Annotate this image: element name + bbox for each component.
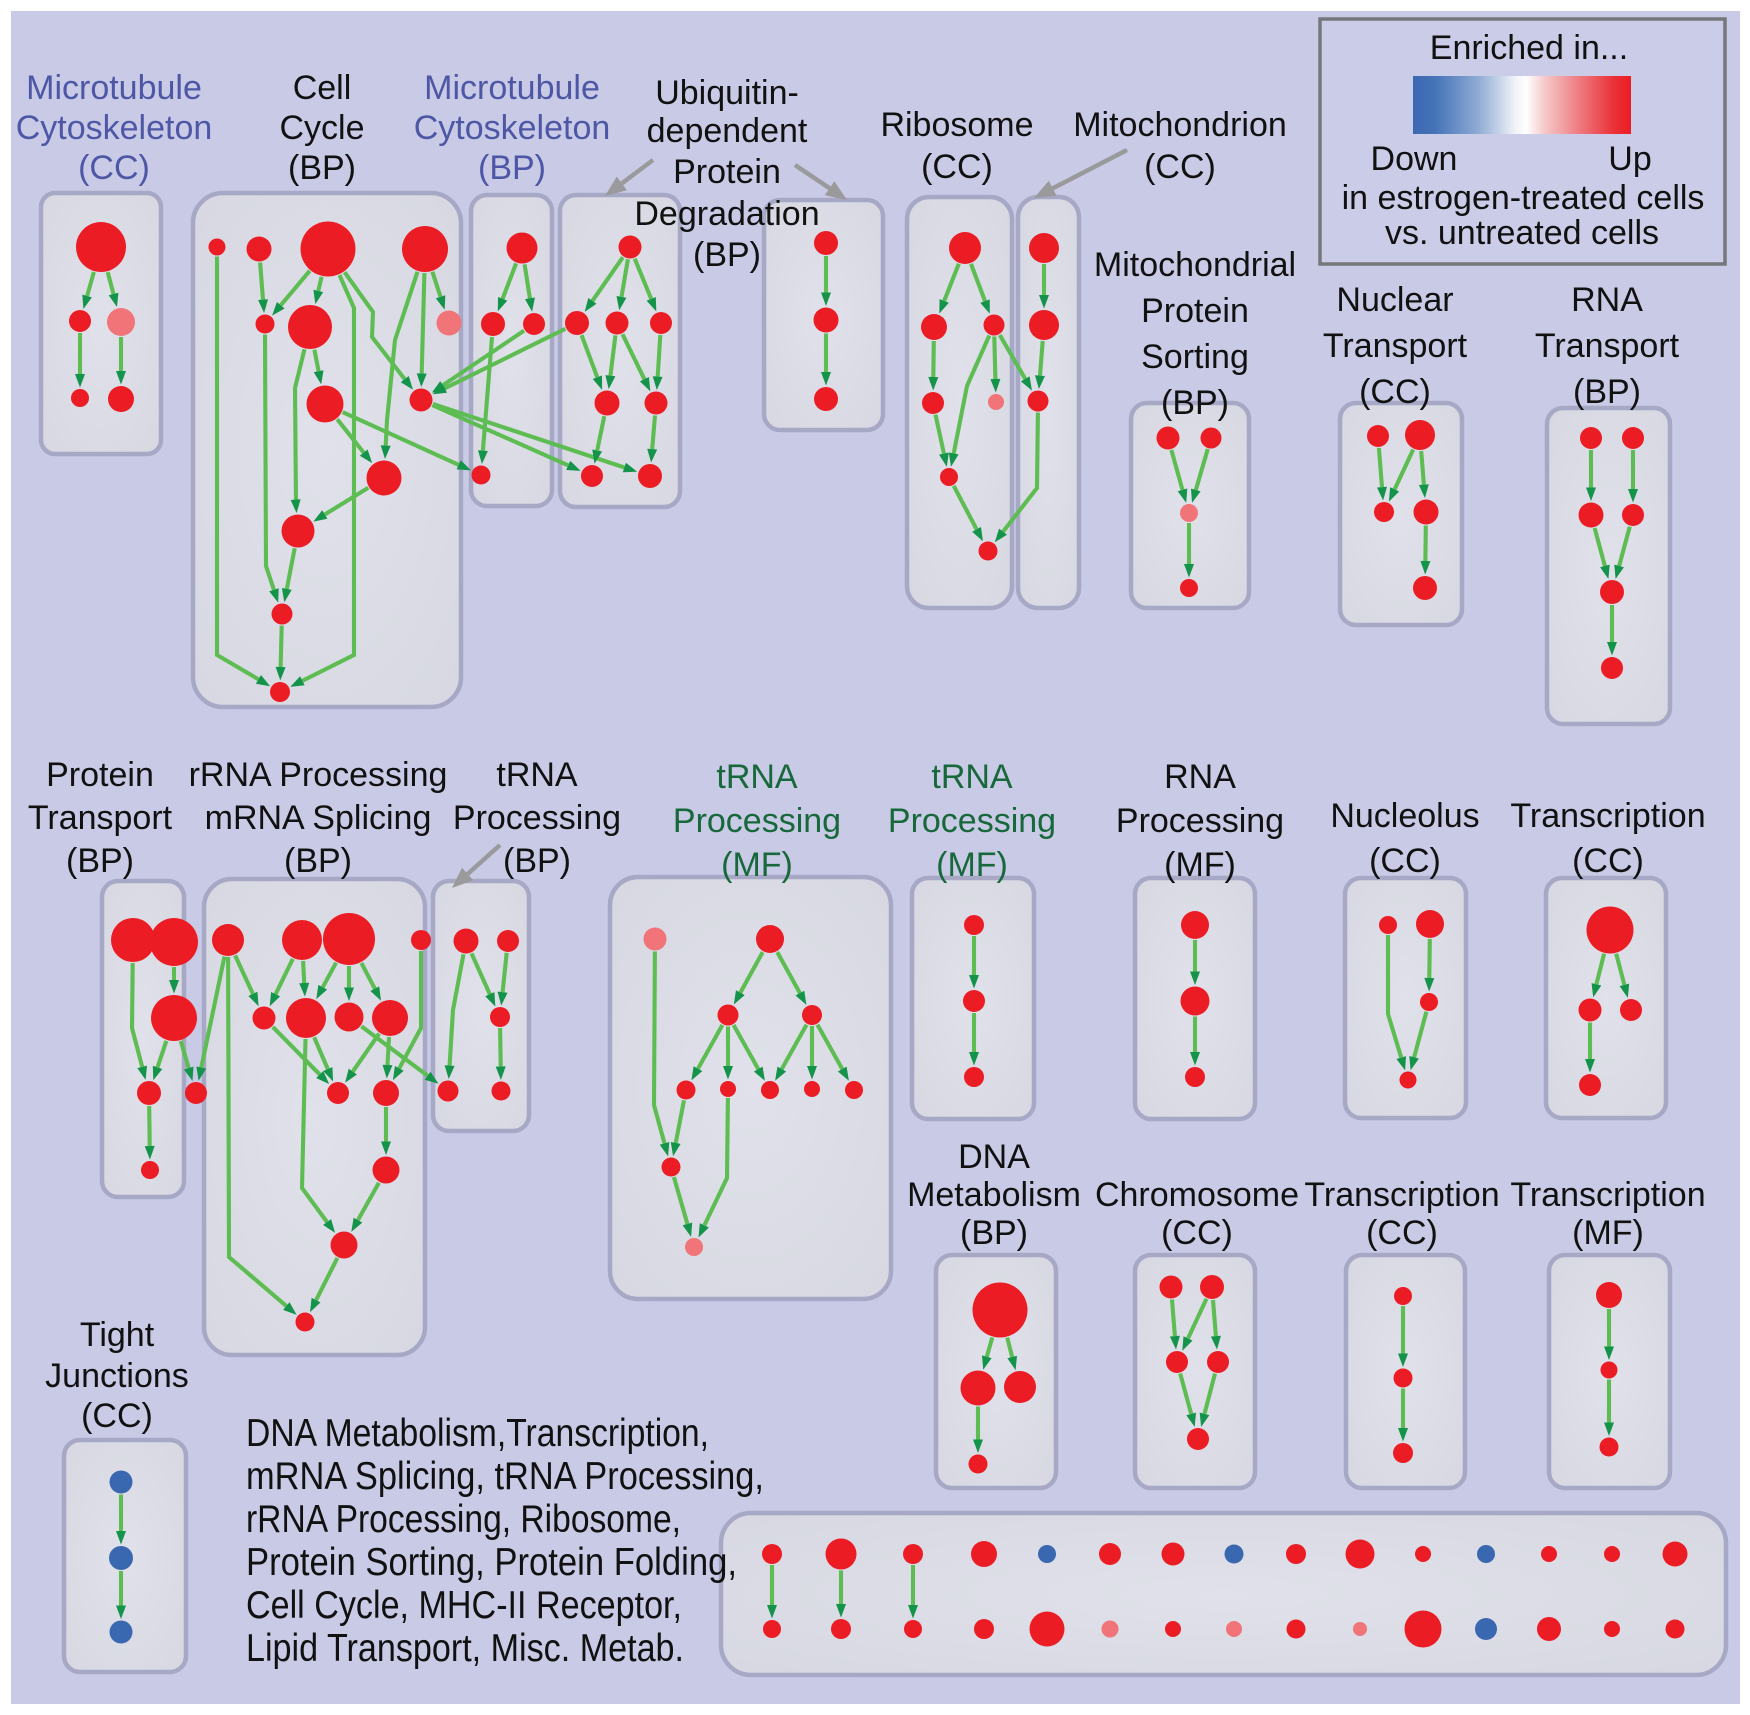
svg-text:(CC): (CC)	[921, 148, 993, 186]
svg-text:(BP): (BP)	[960, 1214, 1028, 1252]
svg-text:Protein: Protein	[673, 153, 781, 191]
svg-text:DNA: DNA	[958, 1138, 1030, 1176]
svg-text:Ubiquitin-: Ubiquitin-	[655, 74, 799, 112]
svg-text:Junctions: Junctions	[45, 1357, 189, 1395]
svg-text:(MF): (MF)	[1572, 1214, 1644, 1252]
svg-text:(BP): (BP)	[66, 842, 134, 880]
svg-text:Processing: Processing	[1116, 802, 1284, 840]
svg-text:(CC): (CC)	[1369, 842, 1441, 880]
svg-text:Protein: Protein	[46, 756, 154, 794]
svg-text:Metabolism: Metabolism	[907, 1176, 1081, 1214]
svg-text:Chromosome: Chromosome	[1095, 1176, 1299, 1214]
svg-text:Degradation: Degradation	[634, 195, 819, 233]
svg-text:tRNA: tRNA	[716, 758, 798, 796]
svg-text:Cytoskeleton: Cytoskeleton	[414, 109, 611, 147]
svg-text:Nuclear: Nuclear	[1336, 281, 1453, 319]
svg-text:Processing: Processing	[673, 802, 841, 840]
svg-text:RNA: RNA	[1164, 758, 1236, 796]
svg-text:Microtubule: Microtubule	[26, 69, 202, 107]
svg-text:Enriched in...: Enriched in...	[1430, 29, 1628, 67]
svg-text:Tight: Tight	[80, 1316, 155, 1354]
svg-text:Transcription: Transcription	[1304, 1176, 1499, 1214]
svg-text:Transcription: Transcription	[1510, 1176, 1705, 1214]
svg-text:Mitochondrial: Mitochondrial	[1094, 246, 1296, 284]
svg-text:Transport: Transport	[1535, 327, 1680, 365]
svg-text:(CC): (CC)	[1366, 1214, 1438, 1252]
svg-text:in estrogen-treated cells: in estrogen-treated cells	[1342, 179, 1705, 217]
svg-text:(BP): (BP)	[1161, 384, 1229, 422]
svg-text:Lipid Transport, Misc. Metab.: Lipid Transport, Misc. Metab.	[246, 1627, 684, 1670]
svg-text:mRNA Splicing, tRNA Processing: mRNA Splicing, tRNA Processing,	[246, 1455, 764, 1498]
svg-text:(CC): (CC)	[1572, 842, 1644, 880]
svg-text:(CC): (CC)	[78, 149, 150, 187]
svg-text:Cycle: Cycle	[279, 109, 364, 147]
svg-text:(CC): (CC)	[81, 1397, 153, 1435]
svg-text:(BP): (BP)	[503, 842, 571, 880]
svg-text:Cell Cycle, MHC-II Receptor,: Cell Cycle, MHC-II Receptor,	[246, 1584, 682, 1627]
svg-text:Processing: Processing	[888, 802, 1056, 840]
svg-text:Nucleolus: Nucleolus	[1330, 797, 1479, 835]
svg-text:Transport: Transport	[28, 799, 173, 837]
svg-text:Down: Down	[1371, 140, 1458, 178]
svg-text:DNA Metabolism,Transcription,: DNA Metabolism,Transcription,	[246, 1412, 709, 1455]
svg-text:(CC): (CC)	[1144, 148, 1216, 186]
svg-text:Microtubule: Microtubule	[424, 69, 600, 107]
svg-text:Transport: Transport	[1323, 327, 1468, 365]
svg-text:Protein: Protein	[1141, 292, 1249, 330]
svg-text:(MF): (MF)	[721, 846, 793, 884]
svg-text:(BP): (BP)	[693, 236, 761, 274]
svg-text:(BP): (BP)	[284, 842, 352, 880]
svg-text:(BP): (BP)	[288, 149, 356, 187]
svg-text:(CC): (CC)	[1359, 373, 1431, 411]
svg-text:dependent: dependent	[647, 112, 808, 150]
svg-text:Transcription: Transcription	[1510, 797, 1705, 835]
svg-text:Processing: Processing	[453, 799, 621, 837]
svg-text:Mitochondrion: Mitochondrion	[1073, 106, 1287, 144]
svg-text:mRNA Splicing: mRNA Splicing	[205, 799, 432, 837]
svg-text:(BP): (BP)	[1573, 373, 1641, 411]
svg-text:Cytoskeleton: Cytoskeleton	[16, 109, 213, 147]
svg-text:Ribosome: Ribosome	[880, 106, 1033, 144]
svg-text:vs. untreated cells: vs. untreated cells	[1385, 214, 1659, 252]
svg-text:(BP): (BP)	[478, 149, 546, 187]
svg-text:(MF): (MF)	[1164, 846, 1236, 884]
svg-text:rRNA Processing, Ribosome,: rRNA Processing, Ribosome,	[246, 1498, 681, 1541]
svg-text:Protein Sorting, Protein Foldi: Protein Sorting, Protein Folding,	[246, 1541, 737, 1584]
svg-text:Cell: Cell	[293, 69, 352, 107]
svg-text:RNA: RNA	[1571, 281, 1643, 319]
svg-text:(MF): (MF)	[936, 846, 1008, 884]
svg-text:tRNA: tRNA	[496, 756, 578, 794]
svg-text:tRNA: tRNA	[931, 758, 1013, 796]
svg-text:(CC): (CC)	[1161, 1214, 1233, 1252]
svg-text:Up: Up	[1608, 140, 1651, 178]
svg-text:Sorting: Sorting	[1141, 338, 1249, 376]
svg-text:rRNA Processing: rRNA Processing	[189, 756, 448, 794]
